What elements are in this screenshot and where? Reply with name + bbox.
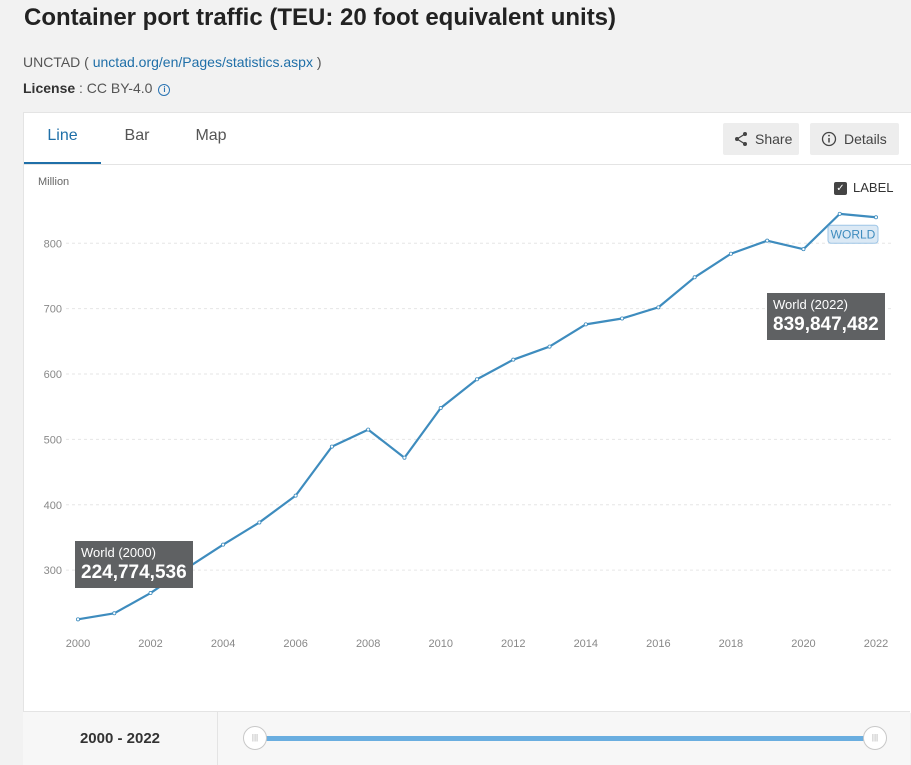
details-label: Details (844, 131, 887, 147)
data-point (366, 427, 371, 432)
license-value: : CC BY-4.0 (75, 80, 153, 96)
data-point (112, 611, 117, 616)
range-bar: 2000 - 2022 ||| ||| (23, 711, 910, 765)
y-tick-label: 400 (44, 500, 62, 512)
data-point (656, 305, 661, 310)
info-circle-icon (821, 131, 837, 147)
data-point (765, 238, 770, 243)
data-point (257, 520, 262, 525)
tooltip-end: World (2022) 839,847,482 (767, 293, 885, 340)
range-handle-start[interactable]: ||| (243, 726, 267, 750)
x-tick-label: 2016 (646, 638, 670, 650)
data-point (874, 215, 879, 220)
label-checkbox-text[interactable]: LABEL (853, 180, 894, 195)
source-prefix: UNCTAD ( (23, 54, 93, 70)
line-chart: Million 300 400 500 600 700 800 2000 2002 2004 200… (38, 176, 894, 650)
chart-card: Line Bar Map Share Details ✓ LABEL Milli… (23, 112, 911, 713)
data-point (692, 275, 697, 280)
data-point (76, 617, 81, 622)
tab-bar[interactable]: Bar (124, 127, 150, 144)
data-point (547, 344, 552, 349)
series-tag-world: WORLD (831, 227, 876, 241)
tab-divider (24, 164, 911, 165)
x-tick-label: 2018 (719, 638, 743, 650)
x-tick-label: 2006 (283, 638, 307, 650)
x-tick-label: 2010 (428, 638, 452, 650)
share-button[interactable]: Share (723, 123, 799, 155)
data-point (511, 357, 516, 362)
tooltip-end-value: 839,847,482 (773, 314, 879, 335)
data-point (801, 247, 806, 252)
share-label: Share (755, 131, 793, 147)
details-button[interactable]: Details (810, 123, 899, 155)
x-tick-label: 2002 (138, 638, 162, 650)
source-line: UNCTAD ( unctad.org/en/Pages/statistics.… (23, 54, 322, 70)
data-point (837, 211, 842, 216)
range-handle-end[interactable]: ||| (863, 726, 887, 750)
share-icon (735, 132, 747, 146)
info-icon[interactable]: i (158, 84, 171, 96)
label-checkbox[interactable]: ✓ (834, 182, 847, 195)
data-point (221, 542, 226, 547)
x-tick-label: 2004 (211, 638, 235, 650)
data-point (474, 377, 479, 382)
x-tick-label: 2012 (501, 638, 525, 650)
source-suffix: ) (312, 54, 322, 70)
y-tick-label: 800 (44, 238, 62, 250)
tab-line[interactable]: Line (24, 113, 101, 165)
license-line: License : CC BY-4.0 i (23, 80, 171, 96)
data-point (329, 444, 334, 449)
data-point (728, 251, 733, 256)
y-axis-unit-label: Million (38, 176, 69, 188)
y-tick-label: 600 (44, 369, 62, 381)
tooltip-end-label: World (2022) (773, 297, 848, 312)
x-tick-label: 2000 (66, 638, 90, 650)
tooltip-start-value: 224,774,536 (81, 562, 187, 583)
tooltip-start: World (2000) 224,774,536 (75, 541, 193, 588)
page-title: Container port traffic (TEU: 20 foot equ… (24, 4, 617, 31)
series-line-world (77, 212, 877, 621)
x-tick-label: 2022 (864, 638, 888, 650)
data-point (148, 591, 153, 596)
x-tick-label: 2020 (791, 638, 815, 650)
source-link[interactable]: unctad.org/en/Pages/statistics.aspx (92, 54, 313, 70)
data-point (583, 322, 588, 327)
range-label: 2000 - 2022 (23, 712, 218, 765)
data-point (438, 406, 443, 411)
license-label: License (23, 80, 76, 96)
tooltip-start-label: World (2000) (81, 545, 156, 560)
data-point (620, 316, 625, 321)
series-tag-box (827, 224, 879, 244)
x-tick-label: 2008 (356, 638, 380, 650)
y-tick-label: 500 (44, 434, 62, 446)
tab-map[interactable]: Map (195, 127, 227, 144)
data-point (402, 455, 407, 460)
data-point (293, 493, 298, 498)
x-tick-label: 2014 (574, 638, 598, 650)
y-tick-label: 300 (44, 565, 62, 577)
y-tick-label: 700 (44, 304, 62, 316)
range-track[interactable] (256, 736, 875, 741)
